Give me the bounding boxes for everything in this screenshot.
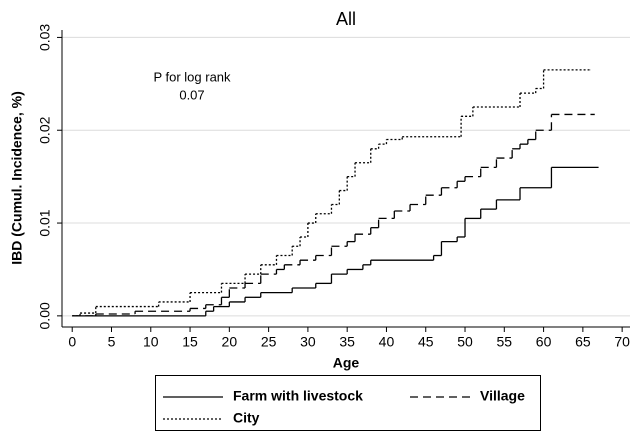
x-tick-label: 25: [261, 334, 277, 350]
x-tick-label: 15: [182, 334, 198, 350]
x-tick-label: 40: [379, 334, 395, 350]
x-tick-label: 45: [418, 334, 434, 350]
legend-label: City: [233, 410, 260, 426]
y-tick-label: 0.00: [37, 302, 53, 329]
annotation: P for log rank: [153, 69, 231, 84]
y-axis-label: IBD (Cumul. Incidence, %): [9, 91, 25, 264]
x-tick-label: 60: [536, 334, 552, 350]
x-tick-label: 65: [575, 334, 591, 350]
x-tick-label: 30: [300, 334, 316, 350]
x-axis-label: Age: [333, 355, 360, 371]
x-tick-label: 55: [497, 334, 513, 350]
y-tick-label: 0.01: [37, 209, 53, 236]
x-tick-label: 0: [68, 334, 76, 350]
x-tick-label: 5: [108, 334, 116, 350]
x-tick-label: 35: [339, 334, 355, 350]
chart-title: All: [336, 9, 356, 29]
legend-label: Farm with livestock: [233, 388, 363, 404]
y-tick-label: 0.02: [37, 116, 53, 143]
y-tick-label: 0.03: [37, 24, 53, 51]
x-tick-label: 70: [614, 334, 630, 350]
annotation: 0.07: [179, 87, 204, 102]
x-tick-label: 20: [222, 334, 238, 350]
x-tick-label: 50: [457, 334, 473, 350]
legend-label: Village: [480, 388, 525, 404]
x-tick-label: 10: [143, 334, 159, 350]
